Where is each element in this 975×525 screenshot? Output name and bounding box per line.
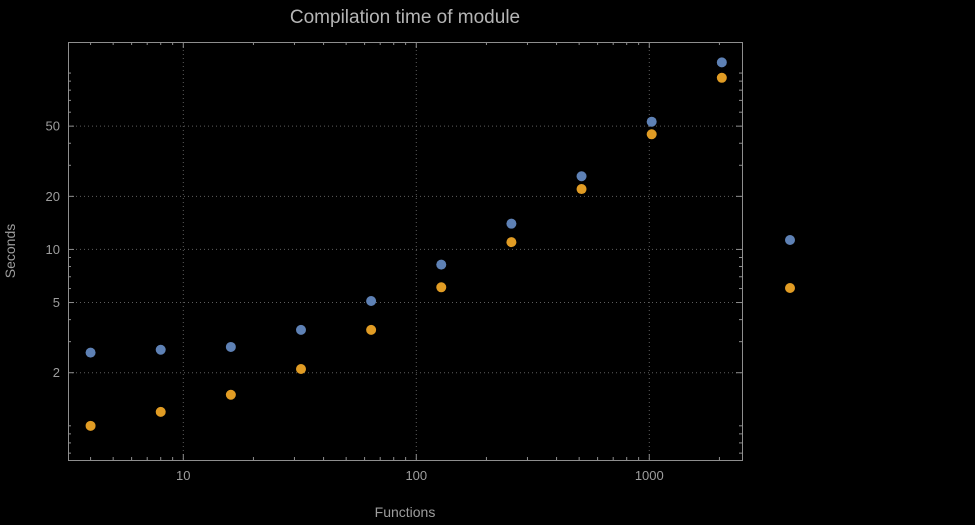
plot-frame — [68, 42, 743, 461]
y-tick-label: 20 — [46, 189, 60, 204]
data-point-series-1-blue — [155, 344, 166, 355]
chart-title: Compilation time of module — [290, 7, 520, 28]
data-point-series-2-orange — [366, 324, 377, 335]
tick-labels-layer: 10 100 1000 2 5 10 20 50 — [46, 119, 664, 483]
data-point-series-1-blue — [295, 324, 306, 335]
data-point-series-2-orange — [646, 129, 657, 140]
data-point-series-2-orange — [295, 363, 306, 374]
data-point-series-1-blue — [646, 116, 657, 127]
data-point-series-1-blue — [85, 347, 96, 358]
data-point-series-2-orange — [225, 389, 236, 400]
y-tick-label: 2 — [53, 365, 60, 380]
x-tick-label: 10 — [176, 468, 190, 483]
data-point-series-1-blue — [436, 259, 447, 270]
data-point-series-2-orange — [85, 420, 96, 431]
x-axis-label: Functions — [375, 504, 436, 520]
data-point-series-2-orange — [155, 406, 166, 417]
data-point-series-2-orange — [576, 184, 587, 195]
legend-marker-series-2-orange — [785, 283, 795, 293]
data-point-series-1-blue — [225, 341, 236, 352]
data-point-series-2-orange — [436, 282, 447, 293]
y-tick-label: 5 — [53, 295, 60, 310]
data-point-series-1-blue — [506, 218, 517, 229]
legend-marker-series-1-blue — [785, 235, 795, 245]
y-tick-label: 10 — [46, 242, 60, 257]
tick-layer — [68, 42, 742, 460]
y-tick-label: 50 — [46, 119, 60, 134]
data-point-series-1-blue — [576, 171, 587, 182]
legend — [785, 235, 795, 293]
data-points-layer — [85, 57, 727, 431]
x-tick-label: 1000 — [635, 468, 664, 483]
data-point-series-1-blue — [366, 296, 377, 307]
y-axis-label: Seconds — [2, 224, 18, 278]
data-point-series-1-blue — [716, 57, 727, 68]
grid-layer — [68, 42, 742, 460]
data-point-series-2-orange — [506, 237, 517, 248]
x-tick-label: 100 — [405, 468, 427, 483]
data-point-series-2-orange — [716, 72, 727, 83]
